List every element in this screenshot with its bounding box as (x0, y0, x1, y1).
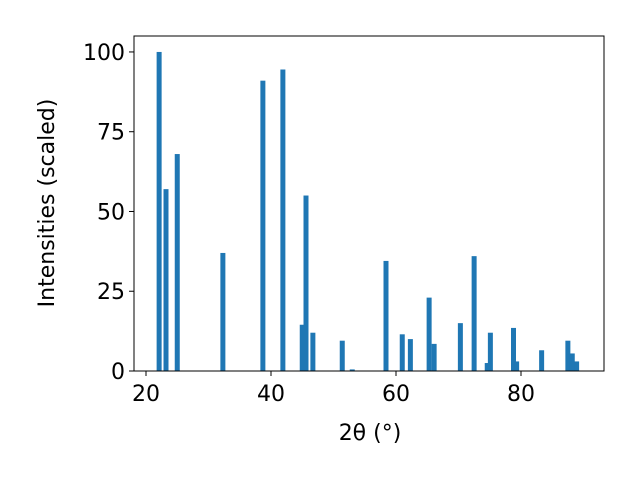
bar (156, 51, 162, 371)
bar (569, 353, 575, 371)
bar (349, 369, 355, 371)
bar (339, 340, 345, 371)
bar (399, 334, 405, 371)
bar (220, 252, 226, 371)
bar (431, 343, 437, 371)
y-tick-label: 0 (111, 360, 125, 385)
bar (163, 189, 169, 371)
x-tick-label: 80 (507, 382, 535, 407)
bar (299, 324, 305, 371)
y-tick-label: 100 (83, 41, 125, 66)
bar (487, 332, 493, 371)
bar (484, 363, 490, 371)
bar (310, 332, 316, 371)
x-tick-label: 40 (257, 382, 285, 407)
y-tick-label: 25 (97, 280, 125, 305)
bar (574, 361, 580, 371)
x-axis-label: 2θ (°) (339, 421, 402, 446)
bar (407, 339, 413, 371)
bar (280, 69, 286, 371)
bar (514, 361, 520, 371)
bar (511, 327, 516, 371)
y-tick-label: 75 (97, 121, 125, 146)
bar (539, 350, 545, 371)
plot-frame (133, 35, 605, 372)
bar (471, 256, 477, 371)
y-tick-label: 50 (97, 200, 125, 225)
y-axis-label: Intensities (scaled) (35, 99, 60, 308)
bar (174, 154, 180, 371)
bar (565, 340, 571, 371)
x-tick-label: 20 (132, 382, 160, 407)
bar (426, 297, 432, 371)
bar (383, 260, 389, 371)
bar (303, 195, 309, 371)
bar (457, 323, 463, 371)
x-tick-label: 60 (382, 382, 410, 407)
bar (260, 80, 266, 372)
